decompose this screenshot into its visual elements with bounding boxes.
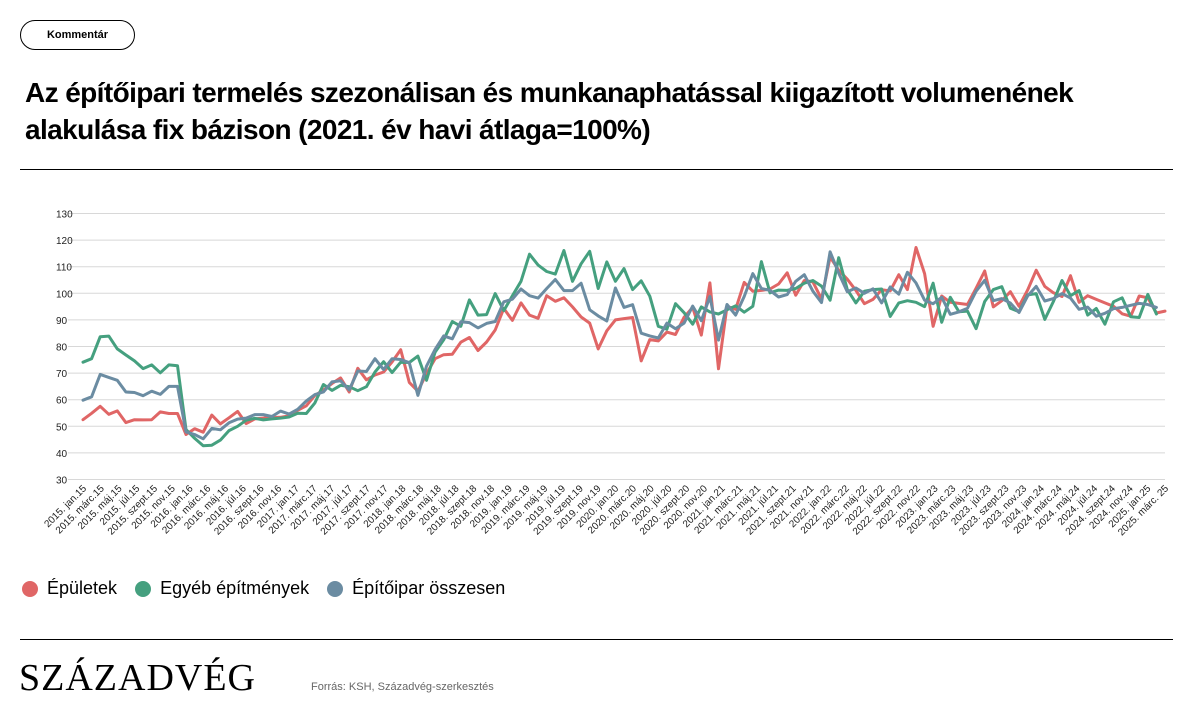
y-tick-label: 120 (56, 236, 73, 247)
series-line-2 (81, 250, 1158, 441)
category-tag-label: Kommentár (46, 29, 109, 41)
y-tick-label: 30 (56, 476, 68, 487)
chart-legend: Épületek Egyéb építmények Építőipar össz… (22, 578, 505, 599)
y-axis-ticks: 30 40 50 60 70 80 90 100 110 120 130 (56, 210, 73, 487)
legend-dot-egyeb-epitmenyek (135, 580, 152, 597)
series-layer (81, 246, 1167, 448)
series-line-1 (81, 249, 1158, 448)
y-tick-label: 60 (56, 396, 68, 407)
y-tick-label: 130 (56, 210, 73, 221)
legend-item-epitoipar-osszesen: Építőipar összesen (327, 578, 505, 599)
y-tick-label: 80 (56, 343, 68, 354)
line-chart: 30 40 50 60 70 80 90 100 110 120 130 2015. jan.152… (42, 210, 1171, 539)
legend-item-epuletek: Épületek (22, 578, 117, 599)
legend-label-epitoipar-osszesen: Építőipar összesen (352, 578, 506, 598)
y-tick-label: 70 (56, 369, 68, 380)
legend-item-egyeb-epitmenyek: Egyéb építmények (135, 578, 309, 599)
y-tick-label: 40 (56, 449, 68, 460)
source-note: Forrás: KSH, Századvég-szerkesztés (311, 681, 494, 693)
y-tick-label: 100 (56, 289, 73, 300)
legend-dot-epitoipar-osszesen (327, 580, 344, 597)
y-tick-label: 90 (56, 316, 68, 327)
legend-dot-epuletek (22, 580, 38, 597)
category-tag[interactable]: Kommentár (20, 20, 135, 50)
y-tick-label: 50 (56, 422, 68, 433)
grid-layer (68, 213, 1165, 480)
y-tick-label: 110 (56, 263, 72, 274)
legend-label-egyeb-epitmenyek: Egyéb építmények (160, 578, 310, 598)
publisher-logo: SZÁZADVÉG (19, 657, 256, 699)
chart-title: Az építőipari termelés szezonálisan és m… (25, 77, 1074, 145)
bottom-divider (20, 639, 1173, 640)
series-line-0 (81, 246, 1167, 436)
top-divider (20, 169, 1173, 170)
legend-label-epuletek: Épületek (47, 578, 118, 598)
